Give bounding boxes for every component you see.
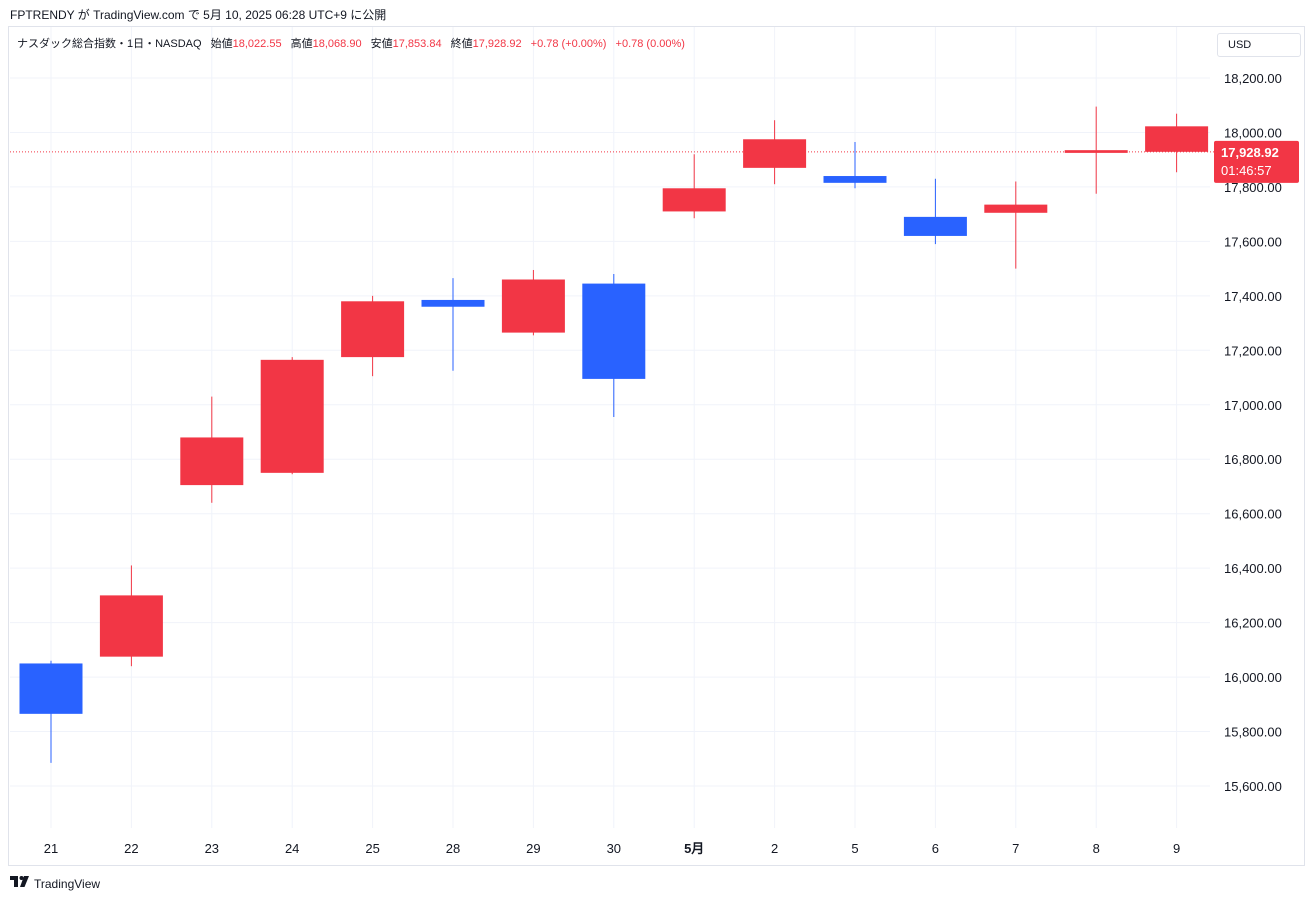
x-tick-label: 2: [771, 841, 778, 856]
open-value: 18,022.55: [232, 38, 282, 50]
publisher-line: FPTRENDY が TradingView.com で 5月 10, 2025…: [10, 8, 387, 22]
y-tick-label: 16,000.00: [1224, 670, 1282, 685]
high-value: 18,068.90: [312, 38, 362, 50]
y-tick-label: 16,800.00: [1224, 452, 1282, 467]
change-value: +0.78 (+0.00%): [530, 38, 607, 50]
candle-body: [501, 279, 565, 333]
candle: [501, 269, 565, 336]
x-tick-label: 8: [1093, 841, 1100, 856]
x-tick-label: 24: [285, 841, 299, 856]
candle: [743, 120, 807, 185]
current-price-label: 17,928.92: [1221, 145, 1279, 160]
candle-body: [662, 188, 726, 212]
y-tick-label: 17,400.00: [1224, 289, 1282, 304]
x-tick-label: 6: [932, 841, 939, 856]
x-tick-label: 29: [526, 841, 540, 856]
candle-body: [19, 663, 83, 714]
candle-body: [421, 299, 485, 307]
close-label: 終値: [450, 38, 473, 50]
candle-body: [180, 437, 244, 486]
low-label: 安値: [370, 38, 393, 50]
candle-body: [582, 283, 646, 379]
ohlc-legend: ナスダック総合指数・1日・NASDAQ 始値18,022.55 高値18,068…: [17, 35, 685, 51]
y-tick-label: 17,200.00: [1224, 343, 1282, 358]
y-tick-label: 16,600.00: [1224, 507, 1282, 522]
y-tick-label: 18,000.00: [1224, 125, 1282, 140]
x-axis: 21 22 23 24 25 28 29 30 5月 2 5 6 7 8 9: [44, 841, 1180, 856]
y-tick-label: 16,200.00: [1224, 616, 1282, 631]
y-tick-label: 15,800.00: [1224, 725, 1282, 740]
candle-body: [1145, 126, 1209, 152]
y-tick-label: 17,000.00: [1224, 398, 1282, 413]
candle: [823, 141, 887, 189]
high-label: 高値: [290, 38, 313, 50]
candle: [1064, 106, 1128, 194]
candle: [662, 154, 726, 219]
x-tick-label: 22: [124, 841, 138, 856]
candle: [421, 278, 485, 371]
y-tick-label: 15,600.00: [1224, 779, 1282, 794]
y-tick-label: 17,600.00: [1224, 234, 1282, 249]
y-tick-label: 17,800.00: [1224, 180, 1282, 195]
chart-frame: [8, 26, 1305, 866]
candle: [180, 396, 244, 503]
grid: [10, 27, 1210, 828]
x-tick-label: 5月: [684, 841, 704, 856]
x-tick-label: 25: [365, 841, 379, 856]
x-tick-label: 7: [1012, 841, 1019, 856]
candle: [341, 295, 405, 377]
symbol-title[interactable]: ナスダック総合指数・1日・NASDAQ: [17, 38, 202, 50]
y-axis: 15,600.00 15,800.00 16,000.00 16,200.00 16,4…: [1224, 71, 1282, 794]
footer-brand[interactable]: TradingView: [10, 876, 100, 891]
countdown-label: 01:46:57: [1221, 163, 1272, 178]
change-value-2: +0.78 (0.00%): [615, 38, 685, 50]
y-tick-label: 16,400.00: [1224, 561, 1282, 576]
x-tick-label: 30: [607, 841, 621, 856]
candle-body: [260, 359, 324, 473]
x-tick-label: 9: [1173, 841, 1180, 856]
brand-label: TradingView: [34, 876, 101, 891]
candle-body: [341, 301, 405, 358]
candle-body: [99, 595, 163, 657]
candle-body: [743, 139, 807, 168]
x-tick-label: 21: [44, 841, 58, 856]
close-value: 17,928.92: [472, 38, 522, 50]
candle: [984, 181, 1048, 269]
candle: [99, 565, 163, 667]
candle: [1145, 113, 1209, 173]
candle: [260, 357, 324, 475]
candle-body: [984, 204, 1048, 213]
current-price-tag: 17,928.92 01:46:57: [1214, 140, 1299, 183]
currency-selector[interactable]: USD: [1217, 33, 1301, 57]
candle-body: [823, 176, 887, 183]
low-value: 17,853.84: [392, 38, 442, 50]
y-tick-label: 18,200.00: [1224, 71, 1282, 86]
open-label: 始値: [210, 38, 233, 50]
candle: [582, 274, 646, 418]
x-tick-label: 28: [446, 841, 460, 856]
candle: [19, 660, 83, 763]
x-tick-label: 5: [851, 841, 858, 856]
tradingview-logo-icon: [10, 876, 30, 891]
x-tick-label: 23: [205, 841, 219, 856]
candle: [903, 178, 967, 245]
candle-body: [903, 216, 967, 236]
